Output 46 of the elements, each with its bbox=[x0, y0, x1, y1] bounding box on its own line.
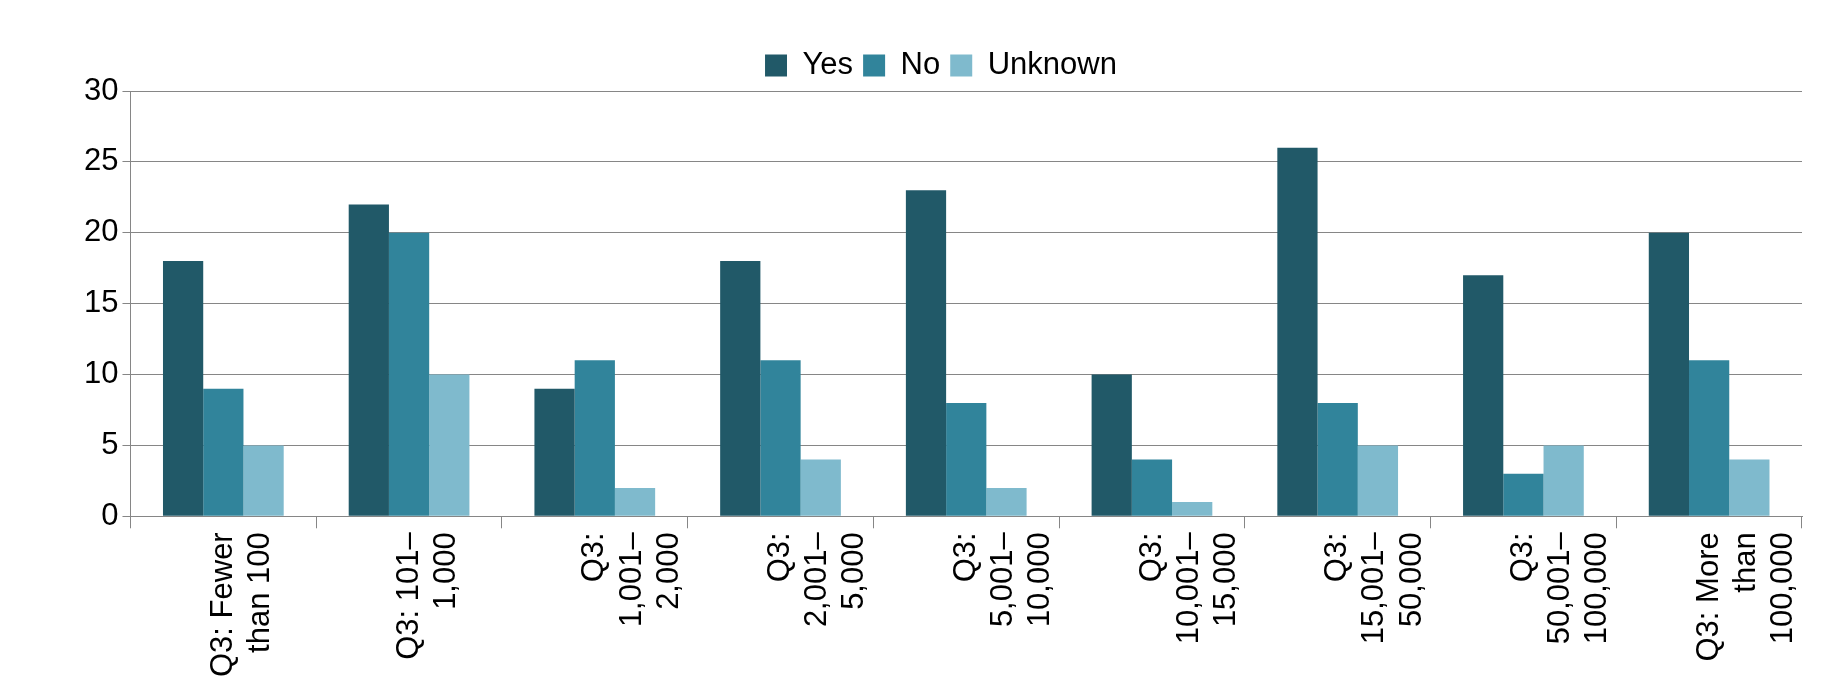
legend-label: Unknown bbox=[987, 46, 1117, 82]
x-tick-label: Q3: 10,001–15,000 bbox=[1132, 531, 1242, 645]
x-tick-label: Q3: 2,001–5,000 bbox=[761, 531, 871, 628]
bar bbox=[986, 487, 1027, 516]
bar bbox=[1503, 473, 1544, 516]
bar bbox=[1277, 147, 1318, 516]
bar bbox=[243, 445, 284, 516]
bar bbox=[1131, 459, 1173, 516]
y-tick-label: 30 bbox=[84, 71, 119, 107]
bar bbox=[1729, 459, 1770, 516]
bar bbox=[800, 459, 841, 516]
bar bbox=[203, 388, 244, 516]
x-tick-label: Q3: More than 100,000 bbox=[1689, 532, 1800, 662]
bar bbox=[720, 261, 761, 516]
bar bbox=[388, 232, 430, 516]
bar bbox=[1172, 502, 1213, 516]
bar bbox=[534, 388, 575, 516]
bar bbox=[946, 402, 987, 516]
bar bbox=[760, 360, 801, 516]
x-tick-label: Q3: 15,001–50,000 bbox=[1318, 531, 1428, 645]
x-tick-label: Q3: 5,001–10,000 bbox=[946, 531, 1057, 628]
y-tick-label: 25 bbox=[84, 142, 119, 178]
bar bbox=[348, 204, 389, 516]
y-tick-label: 0 bbox=[101, 496, 119, 532]
y-tick-label: 5 bbox=[101, 425, 119, 461]
bar bbox=[429, 374, 470, 516]
bar bbox=[1648, 232, 1690, 516]
bar bbox=[614, 487, 656, 516]
bar bbox=[1463, 275, 1504, 516]
x-tick-label: Q3: 1,001–2,000 bbox=[575, 531, 685, 628]
x-tick-label: Q3: 50,001–100,000 bbox=[1503, 531, 1614, 645]
legend-label: Yes bbox=[802, 46, 854, 82]
bar bbox=[1543, 445, 1584, 516]
bar bbox=[162, 261, 204, 516]
bar bbox=[1091, 374, 1132, 516]
x-tick-label: Q3: 101–1,000 bbox=[389, 531, 462, 660]
bar bbox=[1689, 360, 1730, 516]
legend-label: No bbox=[900, 46, 941, 82]
x-tick-label: Q3: Fewer than 100 bbox=[203, 532, 277, 678]
y-tick-label: 20 bbox=[84, 213, 119, 249]
bar bbox=[1357, 445, 1399, 516]
y-tick-label: 10 bbox=[84, 355, 119, 391]
bar bbox=[905, 190, 947, 516]
bar bbox=[574, 360, 615, 516]
y-tick-label: 15 bbox=[84, 284, 119, 320]
bar bbox=[1317, 402, 1358, 516]
